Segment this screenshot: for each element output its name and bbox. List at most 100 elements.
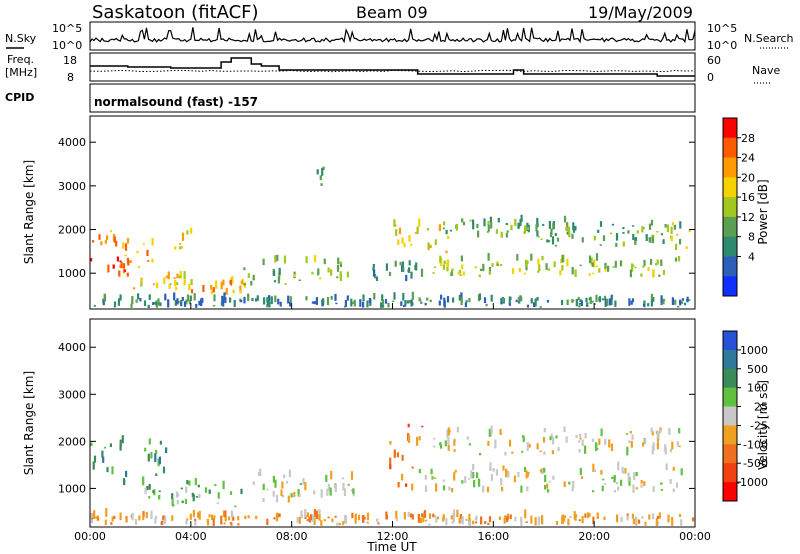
heatmap-cell [671,516,674,526]
heatmap-cell [526,227,530,230]
heatmap-cell [266,304,269,308]
heatmap-cell [197,484,200,488]
heatmap-cell [176,298,179,305]
heatmap-cell [389,463,392,470]
heatmap-cell [97,517,100,520]
heatmap-cell [550,433,553,437]
heatmap-cell [552,436,555,445]
heatmap-cell [522,436,525,443]
heatmap-cell [208,514,211,518]
heatmap-cell [567,226,570,234]
heatmap-cell [641,516,644,519]
heatmap-cell [255,298,258,302]
heatmap-cell [549,231,553,238]
heatmap-cell [188,283,191,291]
heatmap-cell [479,268,483,271]
heatmap-cell [224,510,227,518]
heatmap-cell [338,522,341,526]
heatmap-cell [433,437,436,440]
heatmap-cell [539,450,542,453]
heatmap-cell [643,481,646,486]
heatmap-cell [614,300,617,307]
heatmap-cell [644,521,647,526]
heatmap-cell [574,225,577,231]
heatmap-cell [604,262,607,269]
heatmap-cell [174,246,177,250]
heatmap-cell [630,300,633,305]
nave-label: Nave [752,64,780,77]
heatmap-cell [336,522,339,526]
heatmap-cell [656,430,659,440]
heatmap-cell [480,516,483,525]
heatmap-cell [393,452,396,457]
heatmap-cell [126,238,130,244]
heatmap-cell [511,451,514,454]
heatmap-cell [548,220,551,229]
colorbar-swatch [723,425,737,445]
heatmap-cell [596,447,599,450]
nave-trace [89,69,696,73]
colorbar-tick-label: 4 [748,250,755,263]
heatmap-cell [139,298,142,302]
heatmap-cell [179,271,182,279]
heatmap-cell [462,221,465,226]
heatmap-cell [585,304,588,307]
heatmap-cell [641,226,644,233]
colorbar-tick-label: 25 [754,401,768,414]
heatmap-cell [140,278,143,282]
heatmap-cell [658,274,661,277]
heatmap-cell [268,305,271,308]
heatmap-cell [323,519,326,522]
heatmap-cell [381,294,384,301]
heatmap-cell [223,292,226,300]
heatmap-cell [500,478,503,486]
colorbar-swatch [723,331,737,351]
heatmap-cell [517,222,520,229]
heatmap-cell [526,473,529,477]
heatmap-cell [156,304,159,307]
heatmap-cell [634,266,637,269]
heatmap-cell [322,166,325,170]
heatmap-cell [195,496,198,498]
heatmap-cell [376,518,379,521]
heatmap-cell [509,514,512,519]
power-colorbar-label: Power [dB] [756,179,770,244]
heatmap-cell [517,472,520,478]
heatmap-cell [180,487,183,490]
heatmap-cell [487,253,490,261]
heatmap-cell [164,293,167,301]
heatmap-cell [306,512,309,518]
heatmap-cell [317,268,320,274]
heatmap-cell [408,267,411,273]
heatmap-cell [435,518,438,523]
heatmap-cell [666,224,669,233]
heatmap-cell [186,230,189,235]
heatmap-cell [589,296,592,304]
heatmap-cell [122,242,125,249]
heatmap-cell [339,262,343,268]
heatmap-cell [243,296,246,304]
heatmap-cell [388,271,392,276]
heatmap-cell [643,259,646,266]
heatmap-cell [483,297,487,304]
heatmap-cell [588,255,592,264]
heatmap-cell [194,478,197,486]
y-tick-label: 4000 [58,341,86,354]
heatmap-cell [551,450,554,455]
heatmap-cell [161,521,164,523]
heatmap-cell [451,488,454,493]
heatmap-cell [152,490,155,493]
heatmap-cell [222,480,225,490]
heatmap-cell [659,429,662,434]
heatmap-cell [343,488,347,497]
heatmap-cell [257,471,260,476]
heatmap-cell [122,263,126,269]
heatmap-cell [622,227,625,230]
heatmap-cell [631,263,634,272]
heatmap-cell [565,226,568,231]
heatmap-cell [439,255,442,263]
heatmap-cell [672,488,675,493]
heatmap-cell [674,299,677,305]
heatmap-cell [188,300,191,305]
heatmap-cell [329,487,332,496]
